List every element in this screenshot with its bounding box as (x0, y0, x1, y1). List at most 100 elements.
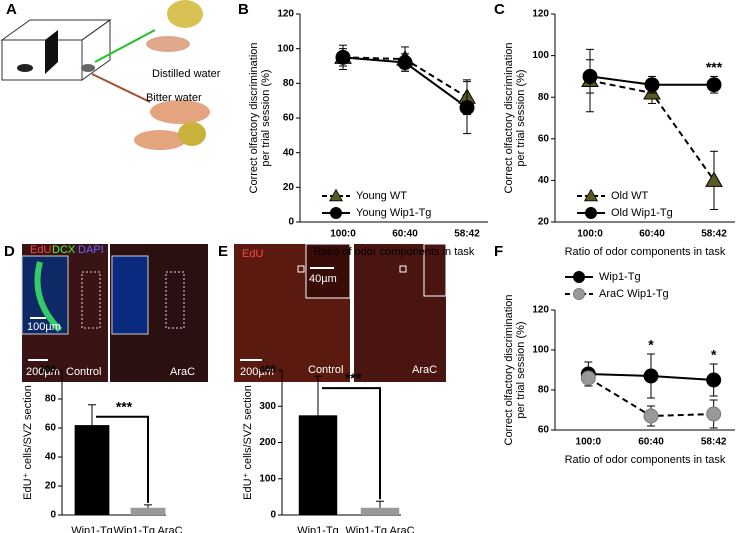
bar (360, 507, 400, 515)
legend-marker (583, 188, 599, 202)
condition-label: Control (66, 366, 101, 378)
y-tick-label: 60 (45, 423, 57, 434)
y-tick-label: 0 (270, 510, 276, 521)
cage-front (1, 39, 83, 81)
micrograph-d: EdU DCX DAPI 100µm 200µm Control AraC (21, 244, 208, 382)
panel-label: B (238, 1, 249, 18)
legend-label: Wip1-Tg (599, 271, 641, 283)
y-tick-label: 40 (283, 147, 295, 158)
error-bar (376, 500, 384, 508)
legend-marker (328, 188, 344, 202)
x-tick-label: 100:0 (576, 437, 602, 448)
stain-label: EdU (30, 244, 51, 256)
y-tick-label: 20 (283, 182, 295, 193)
y-tick-label: 100 (39, 365, 56, 376)
y-tick-label: 60 (538, 425, 550, 436)
y-tick-label: 40 (45, 452, 57, 463)
legend-marker (584, 206, 597, 219)
y-axis-label: per trial session (%) (515, 321, 527, 418)
y-tick-label: 80 (538, 92, 550, 103)
annotation: *** (706, 59, 723, 75)
y-tick-label: 120 (532, 9, 549, 20)
annotation: * (648, 337, 654, 353)
significance-bracket (322, 387, 381, 500)
y-tick-label: 80 (45, 394, 57, 405)
panel-label: A (6, 1, 17, 18)
marker (644, 77, 660, 93)
x-axis-label: Ratio of odor components in task (565, 246, 726, 258)
y-tick-label: 0 (288, 217, 294, 228)
illustration: Distilled water Bitter water (0, 0, 221, 150)
y-axis-label: Correct olfactory discrimination (503, 295, 515, 446)
y-axis-label: EdU⁺ cells/SVZ section (242, 385, 254, 500)
x-tick-label: Wip1-Tg AraC (113, 525, 182, 533)
y-tick-label: 40 (538, 175, 550, 186)
y-tick-label: 100 (532, 50, 549, 61)
x-tick-label: 60:40 (638, 437, 664, 448)
x-tick-label: Wip1-Tg (297, 525, 339, 533)
y-tick-label: 80 (283, 78, 295, 89)
marker (706, 372, 722, 388)
inset (111, 255, 149, 335)
legend-label: AraC Wip1-Tg (599, 288, 669, 300)
marker (335, 49, 351, 65)
y-axis-label: per trial session (%) (515, 69, 527, 166)
y-tick-label: 0 (50, 510, 56, 521)
panel-label: E (218, 243, 228, 260)
significance-bracket (96, 415, 149, 503)
mouse (17, 64, 33, 72)
error-bar (88, 404, 96, 426)
dish (81, 64, 95, 72)
legend-marker (572, 288, 585, 301)
y-tick-label: 80 (538, 385, 550, 396)
x-tick-label: 60:40 (639, 229, 665, 240)
panel-label: D (4, 243, 15, 260)
annotation: *** (345, 370, 362, 386)
panel-label: C (494, 1, 505, 18)
legend-label: Old Wip1-Tg (611, 207, 673, 219)
y-tick-label: 100 (277, 43, 294, 54)
y-tick-label: 60 (538, 133, 550, 144)
legend-marker (329, 206, 342, 219)
y-tick-label: 300 (259, 401, 276, 412)
roi (297, 265, 305, 273)
y-axis-label: Correct olfactory discrimination (248, 43, 260, 194)
almond (134, 130, 186, 150)
y-tick-label: 120 (277, 9, 294, 20)
marker (705, 171, 723, 187)
almond (150, 100, 210, 124)
stain-label: DCX (52, 244, 76, 256)
almond (146, 36, 190, 52)
stain-label: EdU (242, 248, 263, 260)
fruit (167, 0, 203, 28)
scale-label: 200µm (240, 366, 274, 378)
fruit (178, 122, 206, 146)
y-tick-label: 100 (532, 345, 549, 356)
inset (423, 243, 447, 297)
scale-label: 40µm (309, 273, 337, 285)
x-tick-label: Wip1-Tg (71, 525, 113, 533)
y-tick-label: 120 (532, 305, 549, 316)
divider (45, 30, 58, 74)
y-tick-label: 60 (283, 113, 295, 124)
marker (706, 406, 722, 422)
bar (74, 425, 110, 515)
marker (397, 55, 413, 71)
legend-label: Old WT (611, 190, 649, 202)
roi (399, 265, 407, 273)
legend-marker (572, 270, 585, 283)
marker (643, 408, 659, 424)
y-tick-label: 20 (538, 217, 550, 228)
roi (81, 271, 101, 329)
x-tick-label: 58:42 (701, 437, 727, 448)
bar (298, 415, 338, 515)
bar (130, 507, 166, 515)
panel-label: F (494, 243, 503, 260)
condition-label: AraC (170, 366, 195, 378)
marker (643, 368, 659, 384)
stain-label: DAPI (78, 244, 104, 256)
y-axis-label: EdU⁺ cells/SVZ section (22, 385, 34, 500)
inset-signal (34, 261, 63, 333)
y-axis-label: Correct olfactory discrimination (503, 43, 515, 194)
x-tick-label: 100:0 (330, 229, 356, 240)
